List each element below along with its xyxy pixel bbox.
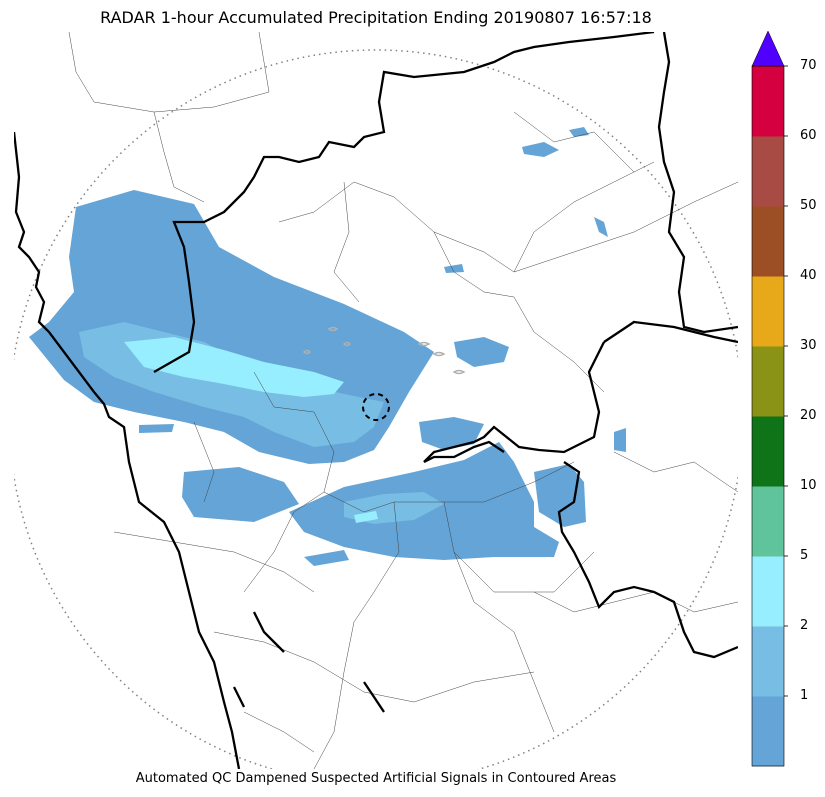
colorbar-segment	[752, 66, 784, 137]
colorbar-segment	[752, 136, 784, 207]
colorbar-label: 70	[800, 58, 817, 73]
colorbar-segment	[752, 416, 784, 487]
colorbar-label: 2	[800, 618, 809, 633]
colorbar-segment	[752, 276, 784, 347]
colorbar-segment	[752, 626, 784, 697]
colorbar-segment	[752, 486, 784, 557]
qc-note: Automated QC Dampened Suspected Artifici…	[135, 771, 617, 786]
colorbar-segment	[752, 556, 784, 627]
radar-map	[14, 32, 738, 769]
colorbar-label: 10	[800, 478, 817, 493]
map-title: RADAR 1-hour Accumulated Precipitation E…	[100, 8, 652, 27]
colorbar-ticks	[784, 65, 788, 697]
district-boundaries	[68, 32, 738, 769]
colorbar-label: 60	[800, 128, 817, 143]
colorbar-segment	[752, 346, 784, 417]
colorbar-label: 20	[800, 408, 817, 423]
colorbar-extend-arrow	[751, 30, 785, 67]
precip-heavy	[124, 337, 378, 523]
colorbar-label: 50	[800, 198, 817, 213]
colorbar-segment	[752, 696, 784, 767]
colorbar-label: 40	[800, 268, 817, 283]
radar-site-marker	[362, 393, 390, 421]
qc-contours	[302, 326, 466, 375]
colorbar-label: 30	[800, 338, 817, 353]
colorbar-segment	[752, 206, 784, 277]
colorbar	[751, 30, 788, 767]
colorbar-segments	[751, 65, 785, 767]
colorbar-label: 1	[800, 688, 809, 703]
colorbar-label: 5	[800, 548, 809, 563]
state-boundaries	[14, 32, 738, 769]
